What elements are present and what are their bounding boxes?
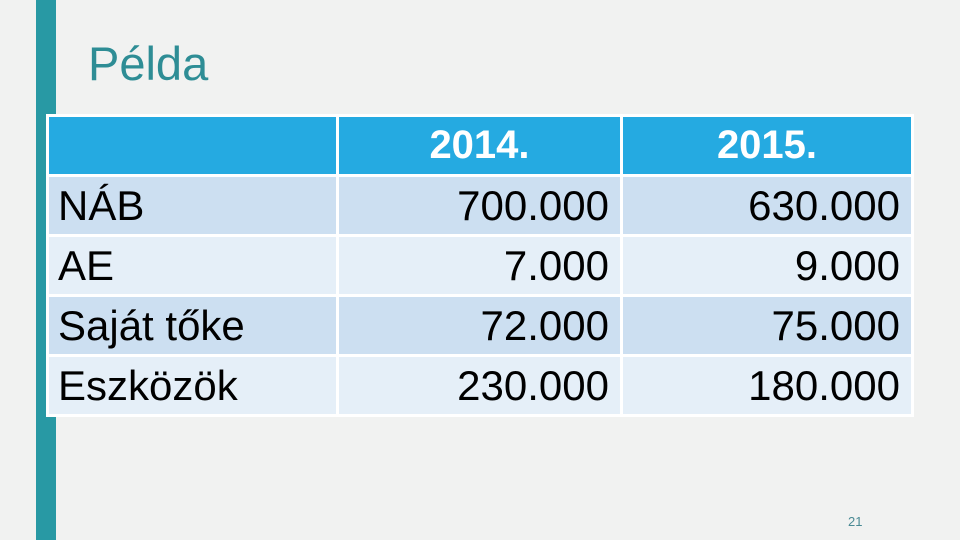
row-value-2015: 9.000 [623,237,911,294]
row-value-2014: 7.000 [339,237,620,294]
comparison-table: 2014. 2015. NÁB 700.000 630.000 AE 7.000… [46,114,914,417]
page-number: 21 [848,514,863,529]
row-label: Saját tőke [49,297,336,354]
row-value-2014: 700.000 [339,177,620,234]
table-row: AE 7.000 9.000 [49,237,911,294]
row-label: AE [49,237,336,294]
row-value-2014: 230.000 [339,357,620,414]
table-row: Saját tőke 72.000 75.000 [49,297,911,354]
table-row: NÁB 700.000 630.000 [49,177,911,234]
header-cell-2015: 2015. [623,117,911,174]
header-cell-2014: 2014. [339,117,620,174]
table-row: Eszközök 230.000 180.000 [49,357,911,414]
slide-title: Példa [88,37,209,90]
row-value-2015: 630.000 [623,177,911,234]
row-value-2015: 180.000 [623,357,911,414]
header-cell-empty [49,117,336,174]
table-header-row: 2014. 2015. [49,117,911,174]
row-value-2014: 72.000 [339,297,620,354]
row-label: NÁB [49,177,336,234]
row-label: Eszközök [49,357,336,414]
row-value-2015: 75.000 [623,297,911,354]
